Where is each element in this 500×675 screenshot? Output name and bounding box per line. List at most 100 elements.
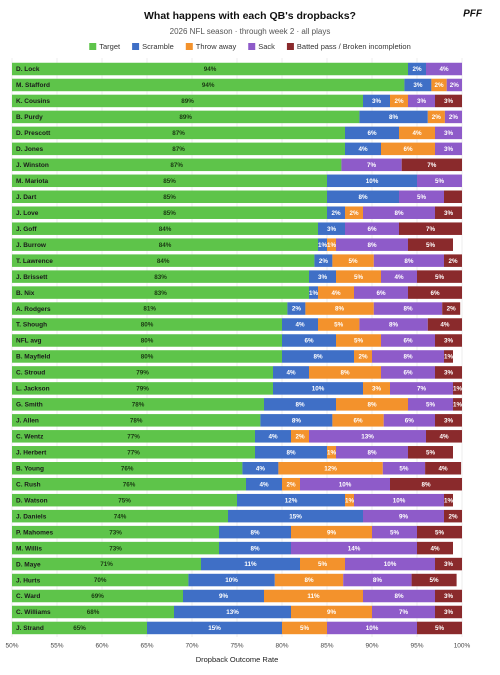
data-label: 5% (334, 322, 344, 329)
data-label: 6% (430, 290, 440, 297)
bar-segment (287, 302, 306, 315)
bar-segment (345, 206, 363, 219)
bar-segment (354, 493, 444, 507)
bar-segment (345, 222, 399, 235)
data-label: 8% (313, 354, 323, 361)
data-label: 3% (444, 146, 454, 153)
bar-segment (417, 270, 462, 283)
bar-segment (12, 541, 219, 555)
bar-segment (12, 334, 282, 347)
data-label: 2% (319, 258, 329, 265)
data-label: 8% (394, 593, 404, 600)
bar-segment (417, 541, 453, 555)
x-tick-label: 90% (365, 643, 378, 650)
category-label: G. Smith (16, 402, 43, 409)
bar-segment (435, 126, 462, 140)
data-label: 8% (421, 481, 431, 488)
data-label: 6% (367, 130, 377, 137)
category-label: D. Jones (16, 146, 43, 153)
data-label: 8% (389, 114, 399, 121)
category-label: A. Rodgers (16, 306, 51, 313)
bar-segment (282, 621, 327, 635)
x-tick-label: 60% (95, 643, 108, 650)
x-tick-label: 80% (275, 643, 288, 650)
data-label: 2% (434, 82, 444, 89)
bar-segment (12, 430, 255, 443)
bar-segment (426, 62, 462, 76)
bar-segment (291, 605, 372, 619)
category-label: B. Purdy (16, 114, 43, 121)
data-label: 8% (367, 402, 377, 409)
data-label: 3% (444, 370, 454, 377)
bar-segment (453, 382, 462, 395)
bar-segment (12, 462, 243, 475)
bar-segment (341, 158, 402, 172)
bar-segment (442, 302, 461, 315)
bar-segment (305, 302, 374, 315)
x-axis-title: Dropback Outcome Rate (196, 655, 279, 664)
data-label: 10% (393, 497, 406, 504)
x-tick-label: 75% (230, 643, 243, 650)
data-label: 69% (91, 593, 104, 600)
bar-segment (453, 398, 462, 411)
data-label: 80% (141, 338, 154, 345)
x-tick-label: 70% (185, 643, 198, 650)
data-label: 68% (87, 609, 100, 616)
data-label: 2% (292, 306, 302, 313)
category-label: C. Rush (16, 481, 41, 488)
data-label: 4% (394, 274, 404, 281)
bar-segment (363, 206, 435, 219)
category-label: D. Lock (16, 66, 40, 73)
data-label: 2% (450, 82, 460, 89)
bar-segment (318, 238, 327, 251)
bar-segment (372, 350, 444, 363)
data-label: 5% (354, 338, 364, 345)
x-tick-label: 95% (410, 643, 423, 650)
data-label: 2% (394, 98, 404, 105)
bar-segment (435, 589, 462, 603)
category-label: J. Goff (16, 226, 37, 233)
bar-segment (12, 414, 261, 427)
category-label: C. Wentz (16, 434, 44, 441)
data-label: 73% (109, 529, 122, 536)
bar-segment (12, 126, 345, 140)
data-label: 4% (286, 370, 296, 377)
data-label: 5% (417, 194, 427, 201)
data-label: 6% (403, 338, 413, 345)
category-label: NFL avg (16, 338, 42, 345)
bar-segment (147, 621, 282, 635)
bar-segment (390, 477, 462, 491)
legend-swatch (132, 43, 140, 50)
bar-segment (327, 190, 399, 204)
category-label: B. Young (16, 465, 44, 472)
bar-segment (12, 318, 282, 331)
bar-segment (359, 318, 428, 331)
data-label: 94% (204, 66, 217, 73)
data-label: 5% (435, 178, 445, 185)
legend-label: Scramble (142, 42, 174, 51)
bar-segment (444, 190, 462, 204)
data-label: 65% (73, 625, 86, 632)
bar-segment (381, 142, 435, 156)
data-label: 71% (100, 561, 113, 568)
data-label: 77% (127, 449, 140, 456)
bar-segment (12, 158, 342, 172)
bar-segment (336, 398, 408, 411)
bar-segment (219, 525, 291, 539)
data-label: 84% (159, 226, 172, 233)
data-label: 5% (349, 258, 359, 265)
data-label: 2% (349, 210, 359, 217)
data-label: 6% (353, 418, 363, 425)
bar-segment (255, 430, 291, 443)
x-tick-label: 100% (454, 643, 471, 650)
data-label: 4% (439, 465, 449, 472)
data-label: 1% (318, 242, 328, 249)
data-label: 79% (136, 386, 149, 393)
bar-segment (12, 493, 237, 507)
data-label: 11% (244, 561, 257, 568)
bar-segment (336, 238, 408, 251)
data-label: 8% (340, 370, 350, 377)
data-label: 7% (399, 609, 409, 616)
data-label: 1% (453, 386, 463, 393)
data-label: 5% (399, 465, 409, 472)
